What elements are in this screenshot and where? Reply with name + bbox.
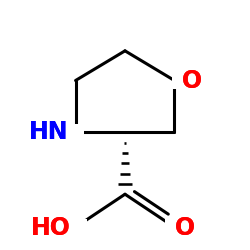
Bar (172, 72, 192, 89)
Text: O: O (182, 68, 202, 92)
Text: HN: HN (29, 120, 68, 144)
Text: O: O (174, 216, 195, 240)
Bar (52, 124, 84, 141)
Text: O: O (174, 216, 195, 240)
Text: HN: HN (29, 120, 68, 144)
Text: O: O (182, 68, 202, 92)
Text: HO: HO (31, 216, 70, 240)
Bar (54, 219, 87, 236)
Text: HO: HO (31, 216, 70, 240)
Bar (164, 219, 184, 236)
